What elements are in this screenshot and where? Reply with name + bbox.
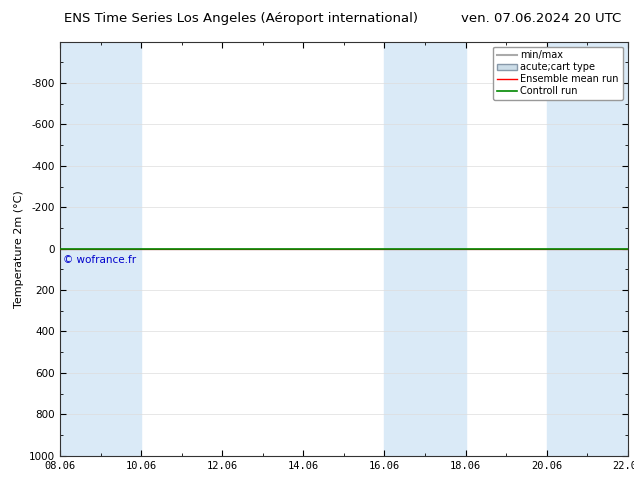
Y-axis label: Temperature 2m (°C): Temperature 2m (°C) [14, 190, 23, 308]
Text: ENS Time Series Los Angeles (Aéroport international): ENS Time Series Los Angeles (Aéroport in… [64, 12, 418, 25]
Bar [60, 42, 141, 456]
Text: ven. 07.06.2024 20 UTC: ven. 07.06.2024 20 UTC [461, 12, 621, 25]
Text: © wofrance.fr: © wofrance.fr [63, 255, 136, 265]
Legend: min/max, acute;cart type, Ensemble mean run, Controll run: min/max, acute;cart type, Ensemble mean … [493, 47, 623, 100]
Bar [384, 42, 465, 456]
Bar [547, 42, 628, 456]
